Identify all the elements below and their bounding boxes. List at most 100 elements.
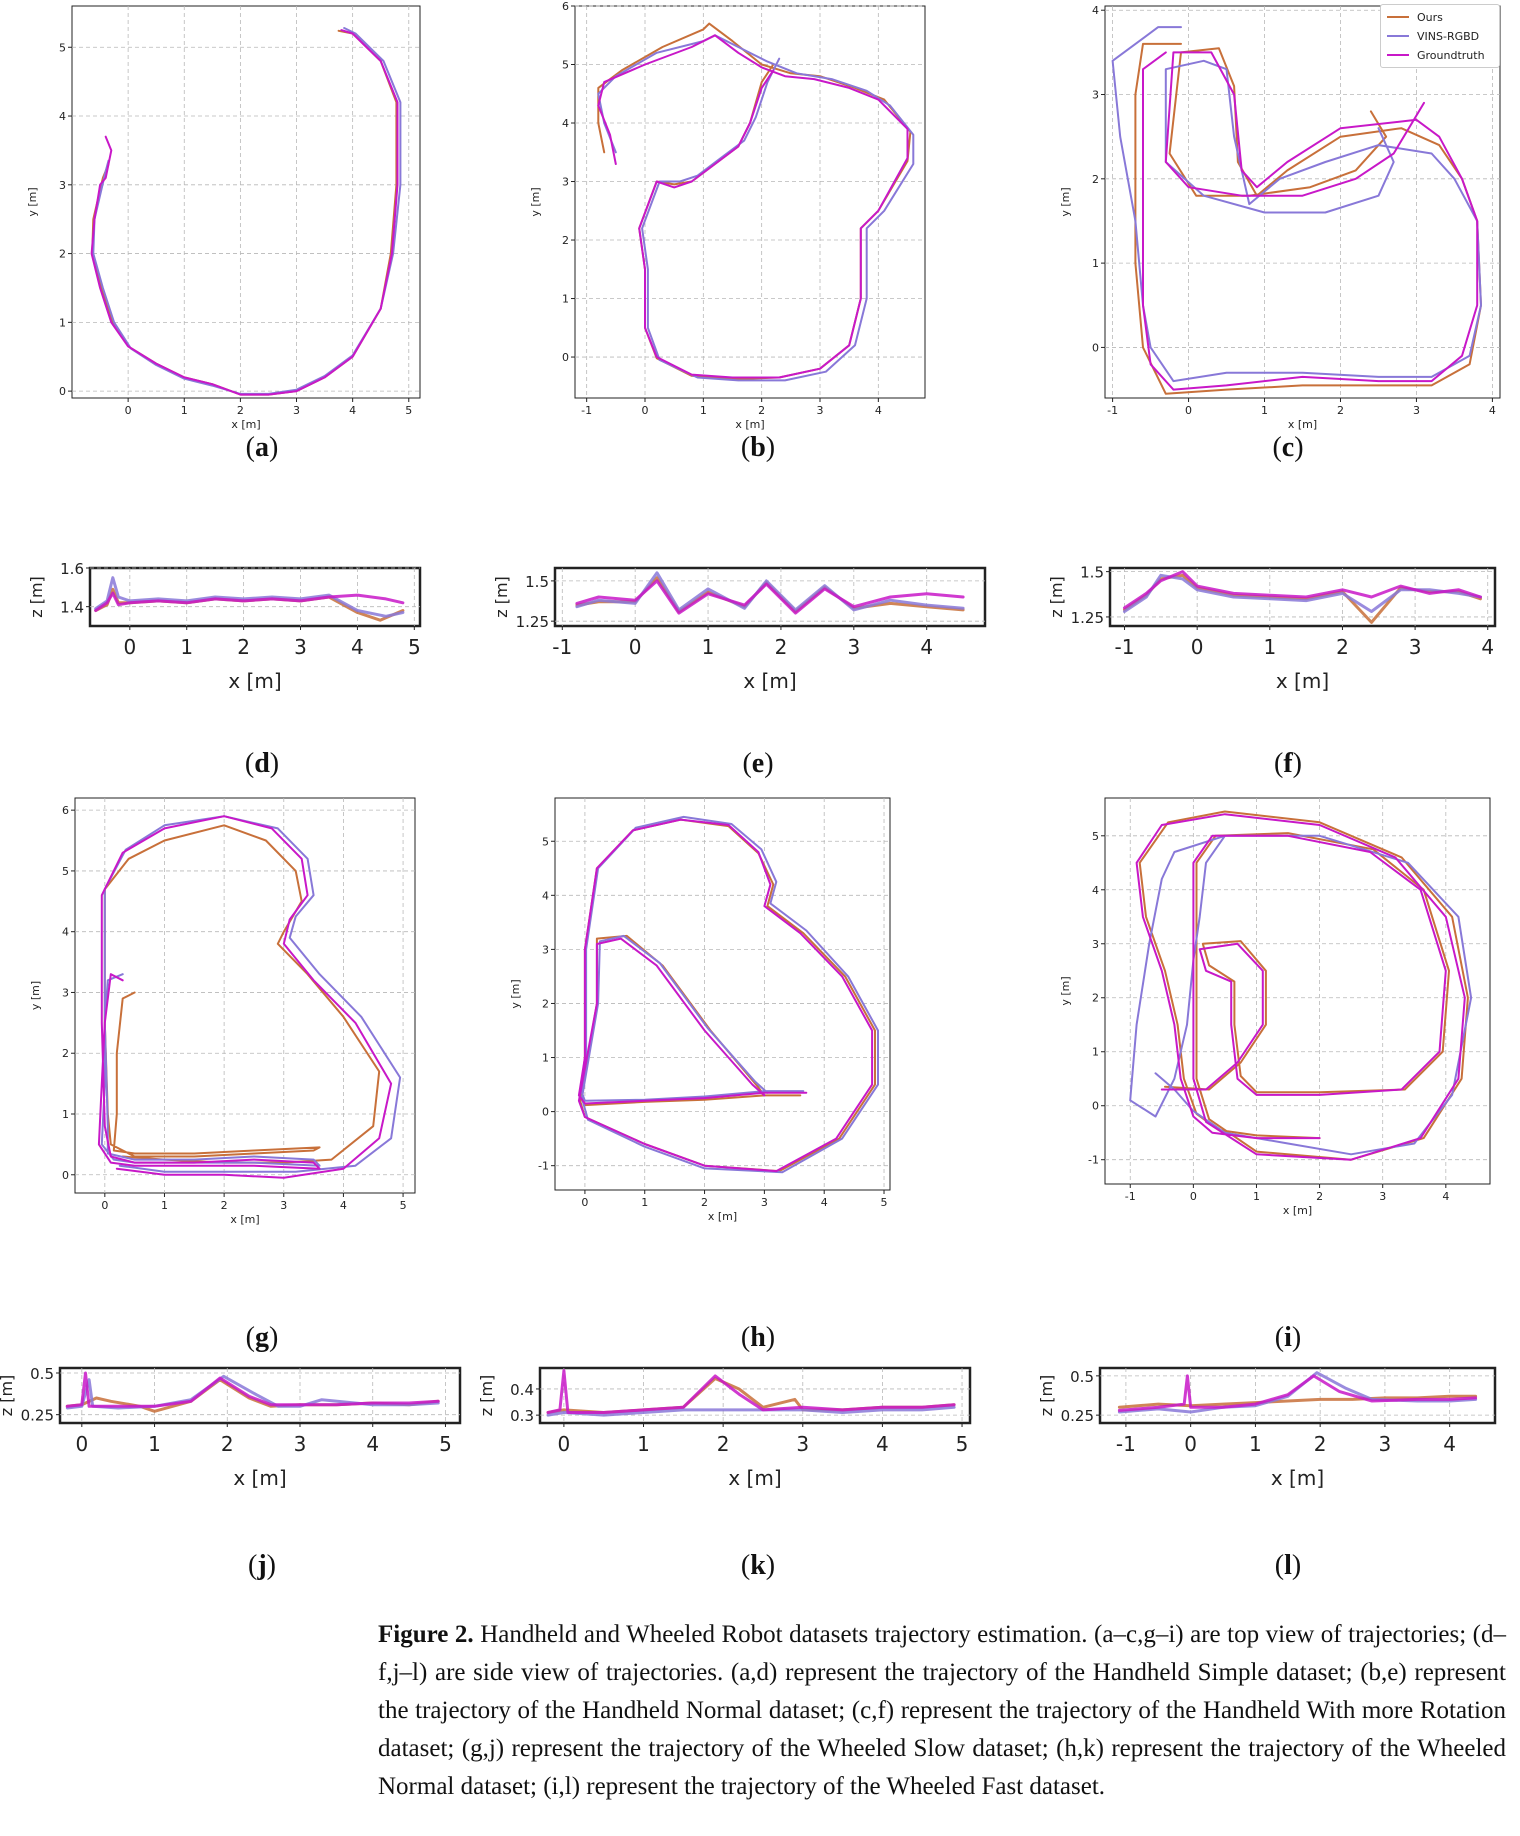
x-tick-label: 2 <box>701 1196 708 1209</box>
panel-g: 0 1 2 3 4 5 0 1 2 3 4 5 6 x [m] y [m] (g) <box>0 790 500 1353</box>
x-tick-label: 0 <box>125 404 132 417</box>
panel-h: 0 1 2 3 4 5 -1 0 1 2 3 4 5 x [m] y [m] (h) <box>509 790 1010 1353</box>
y-tick-label: 0 <box>1092 341 1099 354</box>
legend-label: Ours <box>1417 10 1443 24</box>
y-tick-label: 4 <box>59 110 66 123</box>
y-tick-label: 1.6 <box>60 560 84 578</box>
y-tick-label: 6 <box>562 0 569 13</box>
x-tick-label: 2 <box>237 635 250 659</box>
y-axis-label: z [m] <box>1047 576 1066 618</box>
x-tick-label: 1 <box>641 1196 648 1209</box>
x-tick-label: 2 <box>221 1199 228 1212</box>
panel-label-a: (a) <box>245 432 279 463</box>
legend-swatch <box>1387 16 1409 18</box>
x-axis-label: x [m] <box>233 1466 286 1490</box>
panel-j: 0 1 2 3 4 5 0.25 0.5 x [m] z [m] (j) <box>0 1360 500 1590</box>
trajectory-plot-g: 0 1 2 3 4 5 0 1 2 3 4 5 6 x [m] y [m] <box>29 797 416 1226</box>
x-axis-label: x [m] <box>1271 1466 1324 1490</box>
legend-label: Groundtruth <box>1417 48 1485 62</box>
panel-l: -1 0 1 2 3 4 0.25 0.5 x [m] z [m] (l) <box>1020 1360 1520 1590</box>
plot-frame <box>1104 5 1501 399</box>
y-tick-label: 2 <box>562 234 569 247</box>
panel-label-b: (b) <box>740 432 776 463</box>
y-tick-label: 1.4 <box>60 599 84 617</box>
x-tick-label: 4 <box>1489 404 1496 417</box>
x-tick-label: 0 <box>629 635 642 659</box>
plot-frame <box>574 5 926 399</box>
y-tick-label: 4 <box>1092 4 1099 17</box>
plot-frame <box>1098 1366 1497 1425</box>
side-plot-e: -1 0 1 2 3 4 1.25 1.5 x [m] z [m] <box>492 566 987 693</box>
x-tick-label: 4 <box>920 635 933 659</box>
y-axis-label: y [m] <box>26 187 39 216</box>
series-line-vins-rgbd <box>94 576 405 618</box>
y-axis-label: y [m] <box>29 981 42 1010</box>
x-tick-label: 1 <box>148 1432 161 1456</box>
x-tick-label: -1 <box>552 635 572 659</box>
x-tick-label: 1 <box>1249 1432 1262 1456</box>
panel-b: -1 0 1 2 3 4 0 1 2 3 4 5 6 x [m] y [m] (b) <box>510 0 1010 470</box>
x-tick-label: 4 <box>351 635 364 659</box>
plot-frame <box>71 5 421 399</box>
series-line-groundtruth <box>1142 51 1479 391</box>
series-line-groundtruth <box>546 1369 956 1414</box>
panel-label-f: (f) <box>1274 748 1302 779</box>
x-tick-label: -1 <box>1115 635 1135 659</box>
series-line-groundtruth <box>65 1371 440 1408</box>
series-line-ours <box>1138 810 1469 1161</box>
side-plot-j: 0 1 2 3 4 5 0.25 0.5 x [m] z [m] <box>0 1365 462 1490</box>
x-tick-label: 0 <box>1184 1432 1197 1456</box>
x-tick-label: 1 <box>180 635 193 659</box>
x-tick-label: 3 <box>294 1432 307 1456</box>
y-tick-label: 4 <box>542 889 549 902</box>
y-axis-label: z [m] <box>0 1375 16 1417</box>
x-tick-label: 2 <box>237 404 244 417</box>
y-tick-label: 0.3 <box>510 1407 534 1425</box>
series-line-groundtruth <box>1117 1374 1478 1412</box>
x-tick-label: 0 <box>123 635 136 659</box>
y-tick-label: 1 <box>1092 1046 1099 1059</box>
x-axis-label: x [m] <box>231 418 260 431</box>
panel-label-l: (l) <box>1274 1550 1302 1581</box>
x-tick-label: 5 <box>439 1432 452 1456</box>
y-tick-label: 0 <box>62 1169 69 1182</box>
x-tick-label: 0 <box>558 1432 571 1456</box>
y-tick-label: 3 <box>562 176 569 189</box>
y-tick-label: 1.5 <box>1080 564 1104 582</box>
y-tick-label: 2 <box>1092 992 1099 1005</box>
panel-label-g: (g) <box>245 1322 279 1353</box>
x-axis-label: x [m] <box>1288 418 1317 431</box>
x-tick-label: 5 <box>400 1199 407 1212</box>
y-tick-label: -1 <box>1088 1154 1099 1167</box>
x-tick-label: 5 <box>956 1432 969 1456</box>
series-line-groundtruth <box>1135 813 1466 1161</box>
x-tick-label: 0 <box>1190 1190 1197 1203</box>
y-tick-label: 1 <box>1092 257 1099 270</box>
x-tick-label: 4 <box>821 1196 828 1209</box>
x-tick-label: 0 <box>1185 404 1192 417</box>
y-tick-label: 0 <box>542 1106 549 1119</box>
x-tick-label: 2 <box>775 635 788 659</box>
plot-frame <box>74 797 416 1194</box>
y-tick-label: 2 <box>59 248 66 261</box>
x-axis-label: x [m] <box>708 1210 737 1223</box>
x-tick-label: 3 <box>761 1196 768 1209</box>
panel-a: 0 1 2 3 4 5 0 1 2 3 4 5 x [m] y [m] (a) <box>0 0 500 470</box>
series-line-groundtruth <box>94 591 405 612</box>
x-tick-label: 1 <box>1263 635 1276 659</box>
x-tick-label: 4 <box>1481 635 1494 659</box>
panel-d: 0 1 2 3 4 5 1.4 1.6 x [m] z [m] (d) <box>0 560 500 790</box>
panel-label-d: (d) <box>244 748 280 779</box>
x-tick-label: 1 <box>161 1199 168 1212</box>
y-tick-label: 0.25 <box>1061 1407 1094 1425</box>
trajectory-plot-i: -1 0 1 2 3 4 -1 0 1 2 3 4 5 x [m] y [m] <box>1059 797 1491 1217</box>
y-tick-label: 0 <box>1092 1100 1099 1113</box>
trajectory-plot-b: -1 0 1 2 3 4 0 1 2 3 4 5 6 x [m] y [m] <box>529 0 926 431</box>
y-tick-label: 0 <box>562 351 569 364</box>
legend-swatch <box>1387 35 1409 37</box>
x-tick-label: 0 <box>75 1432 88 1456</box>
legend-entry-vins: VINS-RGBD <box>1387 27 1479 45</box>
legend-label: VINS-RGBD <box>1417 29 1480 43</box>
x-tick-label: 1 <box>1253 1190 1260 1203</box>
x-tick-label: 4 <box>340 1199 347 1212</box>
